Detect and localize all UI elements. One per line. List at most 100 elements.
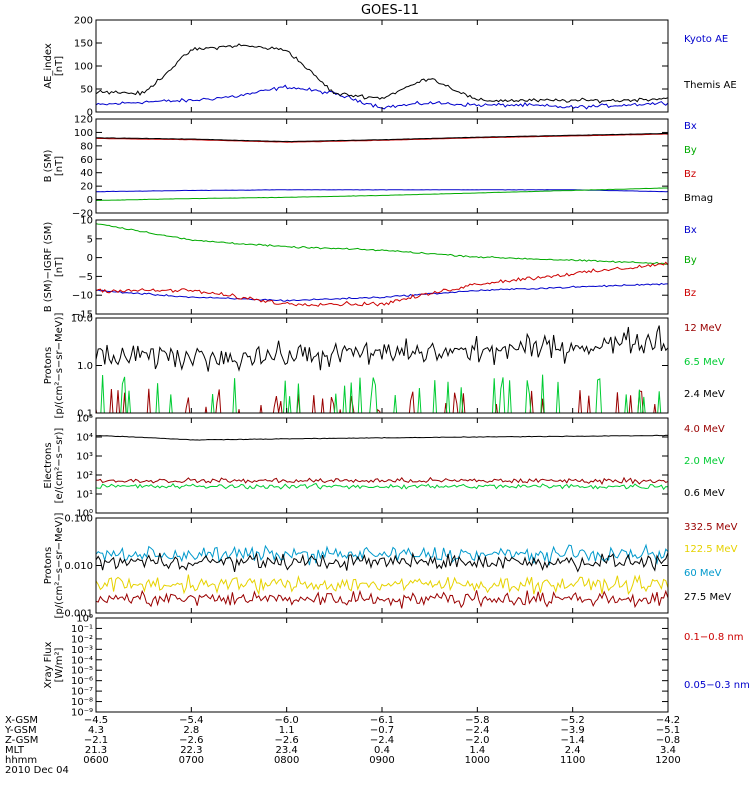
- series-group: [96, 223, 668, 307]
- y-tick-label: 10⁻⁴: [71, 655, 93, 666]
- series-line-0-6-mev: [96, 434, 668, 441]
- panel-xray: 10⁻⁹10⁻⁸10⁻⁷10⁻⁶10⁻⁵10⁻⁴10⁻³10⁻²10⁻¹10⁰ X…: [43, 614, 750, 719]
- legend-entry: 12 MeV: [684, 323, 722, 334]
- series-line-332-5-mev: [96, 589, 668, 609]
- y-tick-label: 10⁻⁵: [71, 666, 93, 677]
- ephemeris-value: 1200: [655, 755, 680, 766]
- y-tick-label: 10⁻³: [71, 645, 93, 656]
- series-line-bz: [96, 261, 668, 307]
- ephemeris-value: 1.1: [279, 725, 295, 736]
- y-tick-label: 10²: [76, 471, 93, 482]
- ephemeris-value: 21.3: [85, 745, 107, 756]
- y-tick-label: 10: [80, 216, 93, 227]
- y-tick-label: 0: [87, 195, 93, 206]
- panel-bsm: −20 0 20 40 60 80 100 120 B (SM) [nT] Bx By Bz Bmag: [43, 115, 713, 220]
- y-tick-label: 10⁻⁶: [71, 676, 93, 687]
- y-tick-label: 10⁻⁹: [71, 708, 93, 719]
- plot-title: GOES-11: [361, 3, 419, 18]
- ephemeris-value: −3.9: [561, 725, 585, 736]
- series-line-themis-ae: [96, 43, 668, 104]
- legend-entry: 332.5 MeV: [684, 522, 738, 533]
- ephemeris-value: −4.2: [656, 715, 680, 726]
- legend-entry: Themis AE: [683, 80, 737, 91]
- y-tick-label: 40: [80, 168, 93, 179]
- y-tick-label: 150: [74, 39, 93, 50]
- ephemeris-value: −2.4: [370, 735, 394, 746]
- y-tick-label: 100: [74, 128, 93, 139]
- ephemeris-value: 4.3: [88, 725, 104, 736]
- series-line-122-5-mev: [96, 574, 668, 596]
- legend-entry: 4.0 MeV: [684, 424, 725, 435]
- series-line-60-mev: [96, 543, 668, 566]
- panel-electrons: 10⁰ 10¹ 10² 10³ 10⁴ 10⁵ Electrons [e/(cm²−s−sr)…: [43, 414, 725, 520]
- y-axis-label: Protons: [43, 347, 54, 384]
- y-tick-label: 0: [87, 108, 93, 119]
- ephemeris-row-label: X-GSM: [5, 715, 38, 726]
- y-tick-label: 0.001: [64, 609, 93, 620]
- legend-entry: 2.4 MeV: [684, 389, 725, 400]
- ephemeris-value: 0700: [179, 755, 204, 766]
- y-tick-label: 10¹: [76, 490, 93, 501]
- y-axis-label: [p/(cm²−s−sr−MeV)]: [54, 512, 65, 618]
- ephemeris-value: 0800: [274, 755, 299, 766]
- panel-frame: [95, 317, 669, 414]
- y-tick-label: 20: [80, 182, 93, 193]
- ephemeris-value: −6.0: [275, 715, 299, 726]
- series-line-by: [96, 187, 668, 202]
- y-axis-label: [nT]: [54, 156, 65, 176]
- y-tick-label: 5: [87, 234, 93, 245]
- y-tick-label: 10⁰: [76, 614, 93, 625]
- legend-entry: 2.0 MeV: [684, 456, 725, 467]
- y-tick-label: 10⁰: [76, 509, 93, 520]
- series-line-2-4-mev: [96, 325, 668, 372]
- ephemeris-row-label: Z-GSM: [5, 735, 38, 746]
- panel-protons_low: 0.1 1.0 10.0 Protons [p/(cm²−s−sr−MeV)] 12 Me…: [43, 312, 725, 419]
- ephemeris-value: −5.2: [561, 715, 585, 726]
- ephemeris-value: −5.8: [465, 715, 489, 726]
- y-tick-label: 60: [80, 155, 93, 166]
- ephemeris-value: 0600: [83, 755, 108, 766]
- y-tick-label: 0: [87, 253, 93, 264]
- y-axis-label: [nT]: [54, 257, 65, 277]
- y-tick-label: 10⁴: [76, 433, 93, 444]
- ephemeris-value: −6.1: [370, 715, 394, 726]
- legend-entry: By: [684, 145, 697, 156]
- y-tick-label: 10⁻⁷: [71, 687, 93, 698]
- ephemeris-value: 1100: [560, 755, 585, 766]
- legend-entry: Bmag: [684, 193, 713, 204]
- y-tick-label: 10⁻²: [71, 634, 93, 645]
- y-tick-label: 10.0: [71, 314, 93, 325]
- panel-protons_high: 0.001 0.010 0.100 Protons [p/(cm²−s−sr−MeV)]…: [43, 512, 738, 619]
- series-line-6-5-mev: [100, 374, 662, 413]
- ephemeris-value: −2.1: [84, 735, 108, 746]
- ephemeris-value: 1000: [465, 755, 490, 766]
- legend-entry: 27.5 MeV: [684, 592, 731, 603]
- panel-frame: [95, 219, 669, 315]
- y-axis-label: Xray Flux: [43, 641, 54, 688]
- y-axis-label: Protons: [43, 547, 54, 584]
- legend-entry: 0.05−0.3 nm: [684, 680, 750, 691]
- legend-entry: Bz: [684, 169, 696, 180]
- ephemeris-value: −0.8: [656, 735, 680, 746]
- ephemeris-row-label: Y-GSM: [4, 725, 37, 736]
- y-tick-label: 0.100: [64, 514, 93, 525]
- ephemeris-value: −0.7: [370, 725, 394, 736]
- ephemeris-value: −2.4: [465, 725, 489, 736]
- y-tick-label: 120: [74, 115, 93, 126]
- legend-entry: 6.5 MeV: [684, 357, 725, 368]
- legend-entry: Bz: [684, 288, 696, 299]
- y-tick-label: 0.010: [64, 561, 93, 572]
- y-tick-label: 10⁵: [76, 414, 93, 425]
- legend-entry: Kyoto AE: [684, 34, 728, 45]
- ephemeris-row-label: MLT: [5, 745, 25, 756]
- series-group: [96, 325, 668, 413]
- ephemeris-value: −4.5: [84, 715, 108, 726]
- y-axis-label: [e/(cm²−s−sr)]: [54, 428, 65, 504]
- y-tick-label: −10: [72, 291, 93, 302]
- y-axis-label: Electrons: [43, 442, 54, 488]
- legend-entry: By: [684, 255, 697, 266]
- series-line-bx: [96, 282, 668, 302]
- panel-frame: [95, 617, 669, 713]
- series-line-bmag: [96, 132, 668, 143]
- series-line-bx: [96, 189, 668, 193]
